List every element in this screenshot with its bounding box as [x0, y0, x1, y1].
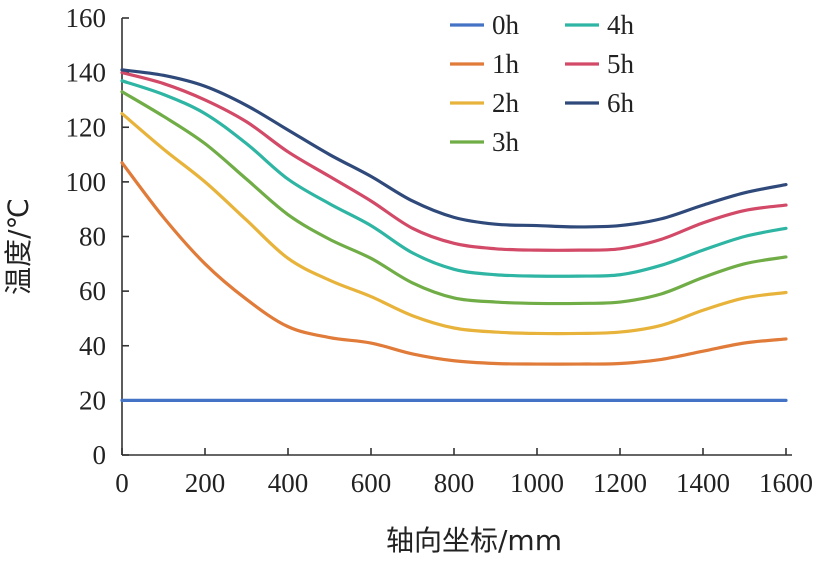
series-line-1h	[120, 161, 788, 366]
series-line-4h	[120, 79, 788, 278]
legend-label-6h: 6h	[607, 88, 635, 118]
series-line-3h	[120, 90, 788, 306]
series-group	[120, 68, 788, 402]
y-axis-title: 温度/℃	[2, 198, 35, 295]
x-tick-label: 1200	[593, 468, 647, 498]
series-line-2h	[120, 111, 788, 336]
x-tick-label: 1000	[510, 468, 564, 498]
series-line-6h	[120, 68, 788, 229]
y-tick-label: 20	[79, 385, 106, 415]
legend-label-1h: 1h	[492, 49, 520, 79]
y-tick-label: 160	[66, 3, 107, 33]
y-tick-label: 40	[79, 331, 106, 361]
axes	[121, 18, 792, 456]
y-tick-label: 100	[66, 167, 107, 197]
y-tick-label: 120	[66, 112, 107, 142]
legend-label-5h: 5h	[607, 49, 635, 79]
y-tick-label: 140	[66, 58, 107, 88]
x-tick-label: 0	[115, 468, 129, 498]
x-tick-label: 800	[434, 468, 475, 498]
series-line-5h	[120, 71, 788, 252]
legend-label-4h: 4h	[607, 10, 635, 40]
legend-label-0h: 0h	[492, 10, 520, 40]
y-tick-label: 60	[79, 276, 106, 306]
y-tick-label: 0	[93, 440, 107, 470]
x-tick-label: 600	[351, 468, 392, 498]
x-tick-label: 200	[185, 468, 226, 498]
x-tick-label: 400	[268, 468, 309, 498]
y-tick-label: 80	[79, 222, 106, 252]
x-tick-label: 1400	[676, 468, 730, 498]
legend-label-2h: 2h	[492, 88, 520, 118]
x-axis-title: 轴向坐标/mm	[386, 524, 562, 557]
x-tick-label: 1600	[759, 468, 813, 498]
legend: 0h 1h 2h 3h 4h 5h 6h	[450, 10, 635, 157]
legend-label-3h: 3h	[492, 127, 520, 157]
